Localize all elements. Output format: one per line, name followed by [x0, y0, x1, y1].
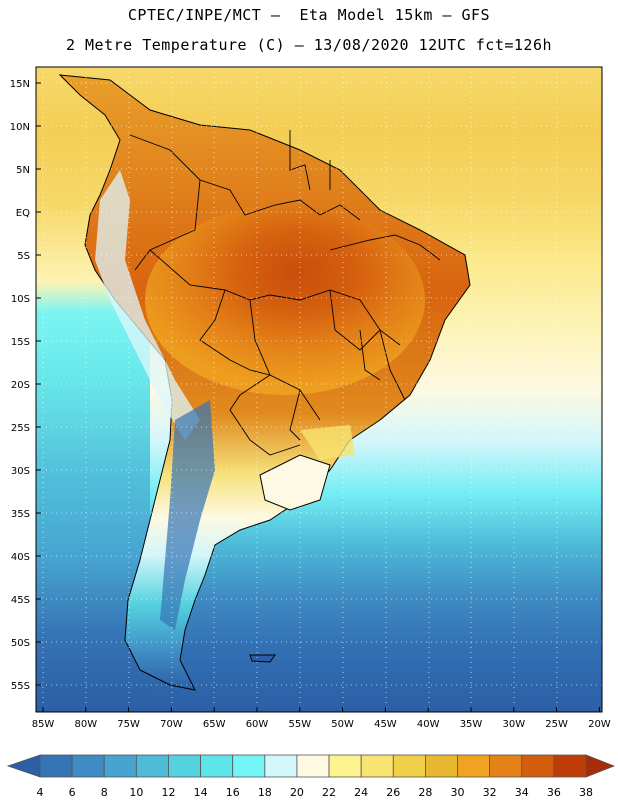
lon-label: 65W [203, 719, 226, 730]
lon-label: 20W [588, 719, 611, 730]
latitude-labels: 15N 10N 5N EQ 5S 10S 15S 20S 25S 30S 35S 40S 45S 50S 5… [10, 79, 41, 692]
lat-label: 50S [11, 638, 30, 649]
colorbar-swatch [71, 754, 105, 778]
map-title-line1: CPTEC/INPE/MCT – Eta Model 15km – GFS [127, 6, 491, 24]
map-field [36, 67, 602, 712]
colorbar-arrow-high [585, 754, 616, 778]
lat-label: 10N [10, 122, 30, 133]
lon-label: 25W [545, 719, 568, 730]
lat-label: 20S [11, 380, 30, 391]
colorbar-swatch [360, 754, 394, 778]
colorbar-tick-label: 24 [354, 786, 368, 799]
colorbar-swatch [135, 754, 169, 778]
lat-label: 10S [11, 294, 30, 305]
colorbar-swatch [232, 754, 266, 778]
colorbar-tick-label: 28 [418, 786, 432, 799]
colorbar-swatch [168, 754, 201, 778]
lat-label: 40S [11, 552, 30, 563]
temperature-colorbar: 4 6 8 10 12 14 16 18 20 22 24 26 28 30 32 34 36 38 [6, 754, 616, 799]
colorbar-swatch [553, 754, 587, 778]
colorbar-tick-label: 32 [483, 786, 497, 799]
lon-label: 60W [246, 719, 269, 730]
lon-label: 50W [331, 719, 354, 730]
colorbar-tick-label: 18 [258, 786, 272, 799]
colorbar-swatch [264, 754, 298, 778]
colorbar-swatch [103, 754, 137, 778]
colorbar-tick-label: 34 [515, 786, 529, 799]
colorbar-tick-label: 4 [37, 786, 44, 799]
colorbar-arrow-low [6, 754, 41, 778]
colorbar-tick-label: 6 [69, 786, 76, 799]
colorbar-tick-label: 14 [194, 786, 208, 799]
lon-label: 55W [288, 719, 311, 730]
lat-label: 15N [10, 79, 30, 90]
colorbar-tick-label: 26 [386, 786, 400, 799]
lon-label: 30W [502, 719, 525, 730]
lon-label: 85W [32, 719, 55, 730]
lat-label: 30S [11, 466, 30, 477]
colorbar-tick-label: 30 [451, 786, 465, 799]
colorbar-swatch [457, 754, 491, 778]
map-frame [35, 66, 603, 713]
colorbar-swatch [39, 754, 73, 778]
map-title-line2: 2 Metre Temperature (C) – 13/08/2020 12U… [65, 36, 553, 54]
lon-label: 45W [374, 719, 397, 730]
lat-label: 35S [11, 509, 30, 520]
colorbar-swatch [328, 754, 362, 778]
colorbar-tick-label: 12 [161, 786, 175, 799]
colorbar-tick-label: 36 [547, 786, 561, 799]
lat-label: EQ [16, 208, 30, 219]
colorbar-swatch [200, 754, 234, 778]
colorbar-tick-label: 20 [290, 786, 304, 799]
lat-label: 45S [11, 595, 30, 606]
lon-label: 70W [160, 719, 183, 730]
lat-label: 5S [17, 251, 30, 262]
colorbar-tick-label: 16 [226, 786, 240, 799]
longitude-labels: 85W 80W 75W 70W 65W 60W 55W 50W 45W 40W 35W 30W 25W 2… [32, 707, 611, 730]
lon-label: 75W [117, 719, 140, 730]
colorbar-tick-label: 10 [129, 786, 143, 799]
colorbar-tick-label: 38 [579, 786, 593, 799]
colorbar-swatch [425, 754, 458, 778]
lat-label: 15S [11, 337, 30, 348]
colorbar-swatch [521, 754, 555, 778]
colorbar-swatch [489, 754, 523, 778]
colorbar-swatch [392, 754, 426, 778]
lon-label: 40W [417, 719, 440, 730]
colorbar-tick-label: 22 [322, 786, 336, 799]
lon-label: 35W [460, 719, 483, 730]
colorbar-tick-label: 8 [101, 786, 108, 799]
lat-label: 55S [11, 681, 30, 692]
colorbar-swatch [296, 754, 330, 778]
lon-label: 80W [74, 719, 97, 730]
lat-label: 5N [16, 165, 30, 176]
lat-label: 25S [11, 423, 30, 434]
country-borders [129, 130, 441, 456]
